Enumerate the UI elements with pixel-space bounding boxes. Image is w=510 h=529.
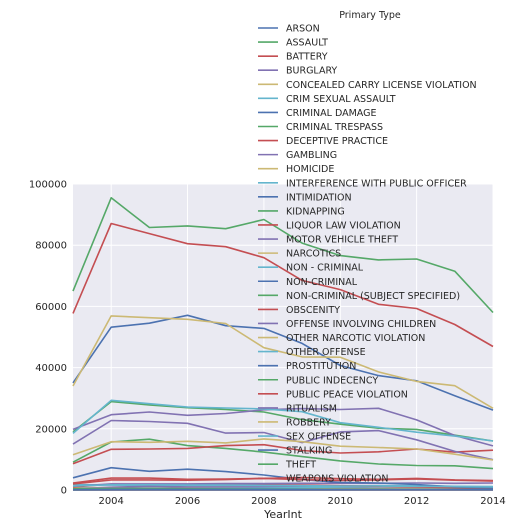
x-tick-label: 2004 [98, 496, 123, 507]
y-tick-label: 0 [61, 486, 67, 497]
legend-entry-label: CRIMINAL DAMAGE [286, 108, 377, 119]
x-tick-label: 2010 [328, 496, 353, 507]
legend-entry-label: OFFENSE INVOLVING CHILDREN [286, 319, 436, 330]
x-tick-label: 2008 [251, 496, 276, 507]
legend-entry-label: BATTERY [286, 52, 328, 63]
legend-entry-label: GAMBLING [286, 150, 337, 161]
legend-entry-label: CRIM SEXUAL ASSAULT [286, 94, 396, 105]
y-tick-label: 40000 [35, 363, 67, 374]
legend-entry-label: CONCEALED CARRY LICENSE VIOLATION [286, 80, 477, 91]
legend-entry-label: WEAPONS VIOLATION [286, 474, 389, 485]
legend-entry-label: NON-CRIMINAL [286, 277, 358, 288]
legend-entry-label: INTERFERENCE WITH PUBLIC OFFICER [286, 178, 467, 189]
legend-entry-label: BURGLARY [286, 66, 337, 77]
legend-entry-label: PUBLIC PEACE VIOLATION [286, 389, 408, 400]
x-axis-title: YearInt [263, 508, 303, 521]
legend-entry-label: RITUALISM [286, 403, 337, 414]
legend-entry-label: NON - CRIMINAL [286, 263, 364, 274]
legend-entry-label: OBSCENITY [286, 305, 340, 316]
y-tick-label: 60000 [35, 302, 67, 313]
x-tick-label: 2014 [480, 496, 505, 507]
legend-entry-label: KIDNAPPING [286, 206, 345, 217]
y-tick-label: 20000 [35, 424, 67, 435]
legend-entry-label: THEFT [285, 460, 316, 471]
y-tick-label: 100000 [29, 180, 67, 191]
legend-entry-label: MOTOR VEHICLE THEFT [286, 235, 398, 246]
legend-entry-label: SEX OFFENSE [286, 432, 351, 443]
y-tick-label: 80000 [35, 241, 67, 252]
legend-entry-label: OTHER NARCOTIC VIOLATION [286, 333, 425, 344]
x-tick-label: 2012 [404, 496, 429, 507]
legend-entry-label: ASSAULT [286, 38, 328, 49]
legend-entry-label: ARSON [286, 24, 320, 35]
legend-entry-label: CRIMINAL TRESPASS [286, 122, 383, 133]
legend-title: Primary Type [339, 10, 401, 21]
legend-entry-label: PUBLIC INDECENCY [286, 375, 378, 386]
legend-entry-label: PROSTITUTION [286, 361, 356, 372]
legend-entry-label: NARCOTICS [286, 249, 341, 260]
legend-entry-label: HOMICIDE [286, 164, 334, 175]
x-tick-label: 2006 [175, 496, 200, 507]
legend-entry-label: DECEPTIVE PRACTICE [286, 136, 388, 147]
y-tick-labels: 0 20000 40000 60000 80000 100000 [29, 180, 67, 497]
legend-entry-label: OTHER OFFENSE [286, 347, 366, 358]
legend-entry-label: ROBBERY [286, 417, 331, 428]
legend-entry-label: LIQUOR LAW VIOLATION [286, 220, 401, 231]
legend-entry-label: INTIMIDATION [286, 192, 352, 203]
legend-entry-label: NON-CRIMINAL (SUBJECT SPECIFIED) [286, 291, 460, 302]
legend-entry-label: STALKING [286, 446, 332, 457]
x-tick-labels: 2004 2006 2008 2010 2012 2014 [98, 496, 505, 507]
